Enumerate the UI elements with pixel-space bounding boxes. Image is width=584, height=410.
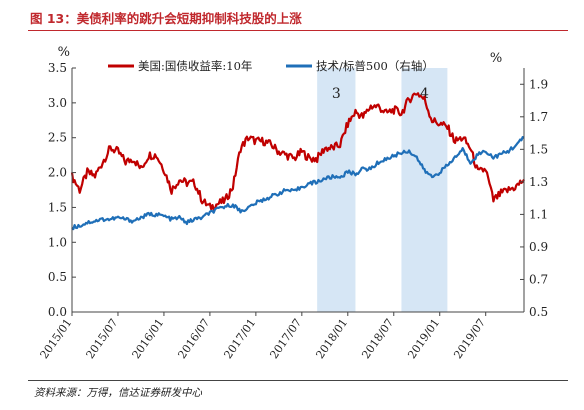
left-tick-label: 3.0	[48, 96, 67, 110]
shaded-period-3	[317, 68, 356, 312]
left-tick-label: 2.5	[48, 131, 67, 145]
right-tick-label: 1.9	[529, 77, 548, 91]
axes: 0.0 0.5 1.0 1.5 2.0 2.5 3.0 3.5 0.5 0.7 0.9 1.1 1.3 1…	[38, 45, 548, 361]
shaded-period-4	[401, 68, 448, 312]
right-tick-label: 0.5	[529, 305, 548, 319]
shaded-period-label-4: 4	[420, 86, 429, 102]
legend-label-0: 美国:国债收益率:10年	[138, 59, 252, 73]
series-line-us-treasury-10y	[70, 92, 525, 211]
x-tick-label: 2015/07	[84, 316, 121, 361]
x-tick-label: 2018/07	[359, 316, 396, 361]
x-tick-label: 2017/07	[267, 316, 304, 361]
right-tick-label: 1.3	[529, 175, 548, 189]
source-divider	[28, 380, 568, 381]
legend: 美国:国债收益率:10年 技术/标普500（右轴）	[108, 59, 434, 73]
left-axis-unit: %	[58, 45, 70, 60]
x-tick-label: 2016/01	[130, 316, 167, 361]
right-tick-label: 0.9	[529, 240, 548, 254]
left-tick-label: 0.5	[48, 270, 67, 284]
x-tick-label: 2017/01	[221, 316, 258, 361]
series-line-tech-sp500-ratio	[71, 136, 525, 231]
right-tick-label: 0.7	[529, 272, 548, 286]
left-tick-label: 1.5	[48, 200, 67, 214]
title-divider	[28, 30, 568, 31]
right-tick-label: 1.5	[529, 142, 548, 156]
left-tick-label: 3.5	[48, 61, 67, 75]
shaded-period-label-3: 3	[332, 86, 341, 102]
left-tick-label: 0.0	[48, 305, 67, 319]
right-tick-label: 1.1	[529, 207, 548, 221]
series-lines	[70, 92, 525, 231]
x-tick-label: 2016/07	[175, 316, 212, 361]
source-note: 资料来源：万得，信达证券研发中心	[34, 387, 202, 399]
left-tick-label: 2.0	[48, 166, 67, 180]
x-tick-label: 2015/01	[38, 316, 75, 361]
x-tick-label: 2019/01	[405, 316, 442, 361]
legend-label-1: 技术/标普500（右轴）	[316, 59, 434, 73]
x-tick-label: 2018/01	[313, 316, 350, 361]
left-tick-label: 1.0	[48, 235, 67, 249]
x-tick-label: 2019/07	[451, 316, 488, 361]
right-axis-unit: %	[490, 51, 502, 66]
figure-title: 图 13：美债利率的跳升会短期抑制科技股的上涨	[30, 11, 302, 26]
right-tick-label: 1.7	[529, 110, 548, 124]
